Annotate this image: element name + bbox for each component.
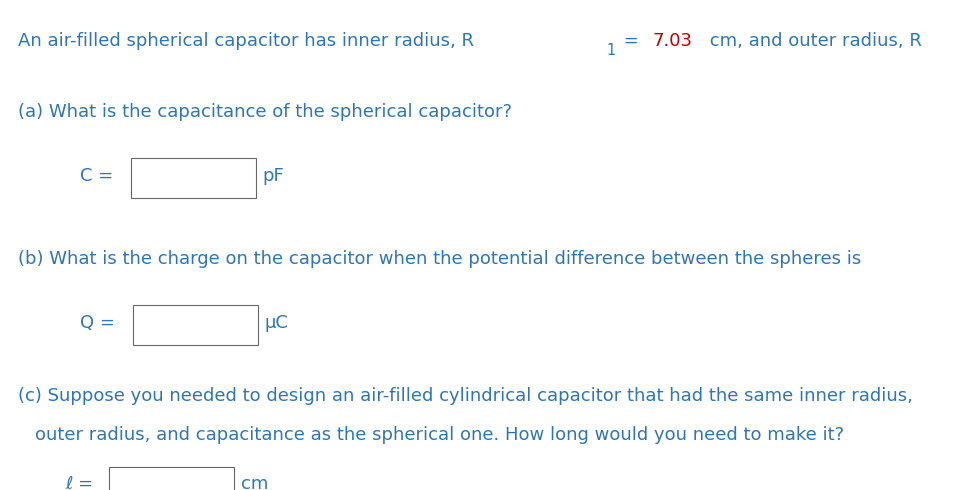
Text: Q =: Q =	[80, 314, 121, 332]
FancyBboxPatch shape	[130, 158, 255, 198]
Text: (b) What is the charge on the capacitor when the potential difference between th: (b) What is the charge on the capacitor …	[18, 250, 866, 268]
Text: ℓ =: ℓ =	[65, 475, 100, 490]
Text: C =: C =	[80, 167, 119, 185]
Text: 7.03: 7.03	[652, 32, 692, 50]
FancyBboxPatch shape	[109, 467, 234, 490]
FancyBboxPatch shape	[133, 305, 258, 345]
Text: (c) Suppose you needed to design an air-filled cylindrical capacitor that had th: (c) Suppose you needed to design an air-…	[18, 387, 912, 405]
Text: =: =	[617, 32, 644, 50]
Text: outer radius, and capacitance as the spherical one. How long would you need to m: outer radius, and capacitance as the sph…	[35, 426, 843, 444]
Text: 1: 1	[606, 43, 615, 58]
Text: cm: cm	[241, 475, 269, 490]
Text: cm, and outer radius, R: cm, and outer radius, R	[703, 32, 920, 50]
Text: pF: pF	[262, 167, 284, 185]
Text: (a) What is the capacitance of the spherical capacitor?: (a) What is the capacitance of the spher…	[18, 103, 511, 121]
Text: An air-filled spherical capacitor has inner radius, R: An air-filled spherical capacitor has in…	[18, 32, 473, 50]
Text: μC: μC	[265, 314, 288, 332]
